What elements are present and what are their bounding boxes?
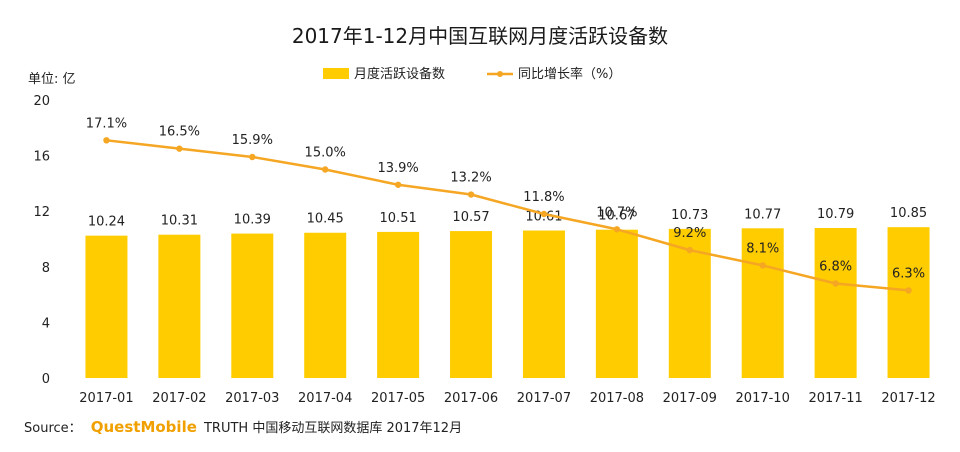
bar [450,231,493,378]
bar-series [85,227,930,378]
x-tick-label: 2017-10 [736,391,790,406]
growth-value-label: 6.3% [892,266,925,281]
legend-line-marker [497,71,503,77]
growth-value-label: 16.5% [159,125,200,140]
growth-point [394,181,402,188]
source-note: Source： QuestMobile TRUTH 中国移动互联网数据库 201… [24,417,462,436]
growth-line-series [103,137,912,294]
bar [377,231,420,378]
growth-point [467,191,475,198]
growth-point [322,166,329,173]
y-tick-label: 4 [42,316,50,331]
source-prefix: Source： [24,421,82,436]
legend: 月度活跃设备数 同比增长率（%） [323,66,621,82]
growth-point [905,287,912,294]
bar [814,228,857,378]
bar-value-labels: 10.2410.3110.3910.4510.5110.5710.6110.67… [88,206,927,229]
bar [887,227,930,378]
source-brand: QuestMobile [91,418,197,436]
x-tick-label: 2017-06 [444,391,498,406]
bar-value-label: 10.79 [817,207,854,222]
growth-point [686,246,693,254]
growth-value-labels: 17.1% 16.5% 15.9% 15.0% 13.9% 13.2% 11.8% 10.7%… [86,116,925,281]
y-tick-label: 12 [33,205,50,220]
y-tick-label: 0 [42,372,50,387]
y-tick-label: 20 [33,94,50,109]
x-tick-label: 2017-07 [517,391,571,406]
growth-point [540,210,548,218]
legend-bar-label: 月度活跃设备数 [354,66,445,82]
growth-value-label: 17.1% [86,116,127,131]
x-tick-label: 2017-04 [298,391,352,406]
bar [595,229,638,378]
growth-value-label: 13.2% [450,171,491,186]
bar [85,235,128,378]
x-tick-label: 2017-09 [663,391,717,406]
bar [522,230,565,378]
growth-point [103,137,110,144]
x-tick-label: 2017-02 [152,391,206,406]
bar-value-label: 10.57 [452,210,489,225]
y-tick-label: 16 [33,150,50,165]
x-tick-label: 2017-08 [590,391,644,406]
x-tick-label: 2017-01 [79,391,133,406]
bar [741,228,784,378]
growth-value-label: 11.8% [523,190,564,205]
growth-point [759,262,766,269]
bar [231,233,274,378]
growth-line [106,139,909,292]
legend-line-label: 同比增长率（%） [518,66,621,82]
source-line: Source： QuestMobile TRUTH 中国移动互联网数据库 201… [24,417,462,436]
growth-value-label: 10.7% [596,205,637,220]
growth-point [613,226,621,233]
growth-value-label: 9.2% [673,226,706,241]
bar-value-label: 10.45 [307,212,344,227]
bar [304,232,347,378]
x-tick-label: 2017-05 [371,391,425,406]
bar [158,234,201,378]
chart-title: 2017年1-12月中国互联网月度活跃设备数 [292,24,668,48]
y-axis-unit: 单位: 亿 [28,72,76,87]
bar-value-label: 10.31 [161,214,198,229]
bar-value-label: 10.73 [671,208,708,223]
x-tick-label: 2017-12 [881,391,935,406]
growth-value-label: 15.9% [232,133,273,148]
bar-value-label: 10.51 [380,211,417,226]
y-axis-ticks: 0 4 8 12 16 20 [33,94,50,387]
x-axis-labels: 2017-01 2017-02 2017-03 2017-04 2017-05 2017-… [79,391,935,406]
legend-bar-swatch [323,68,349,79]
growth-value-label: 6.8% [819,259,852,274]
growth-point [249,153,256,161]
bar-value-label: 10.67 [598,209,635,224]
growth-value-label: 8.1% [746,241,779,256]
growth-value-label: 13.9% [377,161,418,176]
growth-value-label: 15.0% [305,146,346,161]
x-tick-label: 2017-03 [225,391,279,406]
source-text: TRUTH 中国移动互联网数据库 2017年12月 [203,420,462,436]
bar-value-label: 10.39 [234,213,271,228]
y-tick-label: 8 [42,261,50,276]
growth-point [176,145,183,152]
x-tick-label: 2017-11 [808,391,862,406]
growth-point [832,280,839,287]
bar-value-label: 10.77 [744,207,781,222]
bar-value-label: 10.85 [890,206,927,221]
bar-value-label: 10.24 [88,215,125,230]
